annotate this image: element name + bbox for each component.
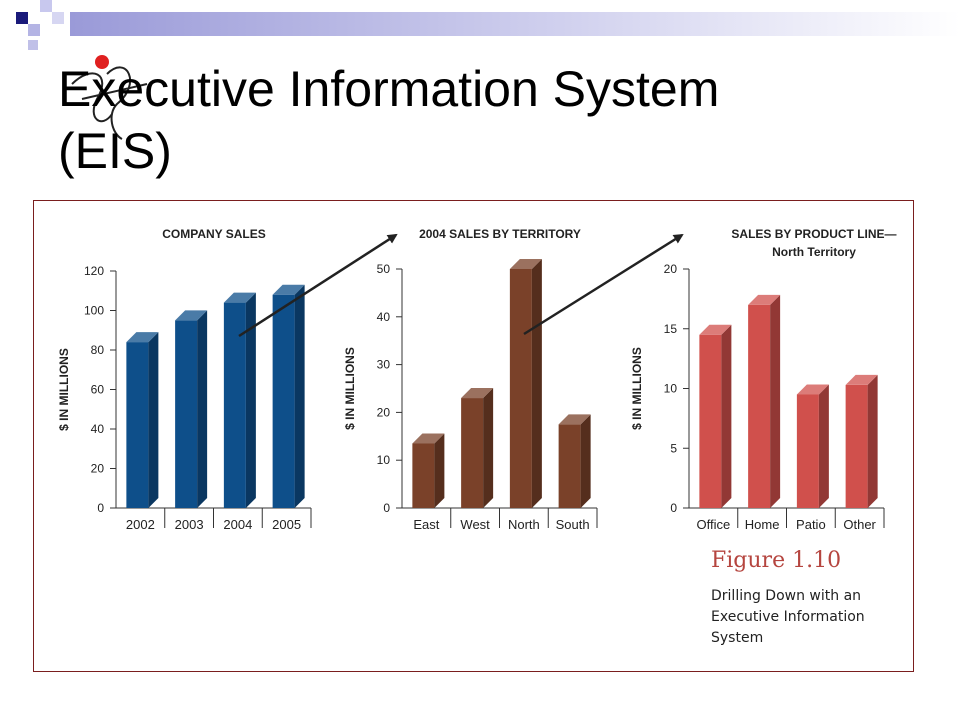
figure-caption-title: Figure 1.10 — [711, 548, 842, 573]
bar — [223, 302, 246, 508]
bar-top — [223, 292, 256, 303]
y-tick-label: 100 — [84, 304, 104, 318]
y-axis-label: $ IN MILLIONS — [57, 348, 71, 431]
logo-dot — [95, 55, 109, 69]
bar — [699, 334, 722, 508]
y-tick-label: 10 — [377, 453, 391, 467]
y-tick-label: 10 — [664, 382, 678, 396]
bar-side — [867, 374, 878, 508]
bar-side — [580, 414, 591, 508]
drill-down-arrow-1 — [238, 233, 398, 338]
slide-header-bar — [16, 0, 960, 50]
y-tick-label: 40 — [91, 422, 105, 436]
y-tick-label: 20 — [377, 405, 391, 419]
bar-top — [748, 294, 781, 305]
slide-title-line1: Executive Information System — [58, 61, 720, 117]
bar — [509, 269, 532, 508]
chart-1: COMPANY SALES $ IN MILLIONS 0 20 40 60 80 100 12… — [57, 227, 312, 532]
x-tick-label: East — [413, 517, 439, 532]
y-axis-label: $ IN MILLIONS — [343, 347, 357, 430]
x-tick-label: Home — [745, 517, 780, 532]
bar — [461, 398, 484, 508]
figure-caption-text: Drilling Down with an Executive Informat… — [711, 588, 865, 646]
bar-top — [461, 388, 494, 399]
bar — [796, 394, 819, 508]
y-tick-label: 20 — [91, 462, 105, 476]
y-tick-label: 0 — [670, 501, 677, 515]
chart-title: 2004 SALES BY TERRITORY — [419, 227, 581, 241]
chart-2: 2004 SALES BY TERRITORY $ IN MILLIONS 0 10 2… — [343, 227, 598, 532]
header-square-dark — [16, 12, 28, 24]
bar-top — [272, 284, 305, 295]
bar-top — [558, 414, 591, 425]
y-tick-label: 20 — [664, 262, 678, 276]
bar-side — [818, 384, 829, 508]
bar-side — [531, 259, 542, 508]
bar-side — [245, 292, 256, 508]
drill-down-charts: COMPANY SALES$ IN MILLIONS02040608010012… — [57, 227, 897, 532]
chart-title: COMPANY SALES — [162, 227, 266, 241]
header-square-light — [40, 0, 52, 12]
y-tick-label: 80 — [91, 343, 105, 357]
chart-title: SALES BY PRODUCT LINE— — [731, 227, 896, 241]
bar-side — [197, 310, 208, 508]
x-tick-label: West — [460, 517, 490, 532]
x-tick-label: Office — [697, 517, 731, 532]
bar-top — [796, 384, 829, 395]
bar-side — [294, 284, 305, 508]
x-tick-label: North — [508, 517, 540, 532]
y-tick-label: 5 — [670, 441, 677, 455]
bar — [845, 384, 868, 508]
y-tick-label: 0 — [383, 501, 390, 515]
y-tick-label: 40 — [377, 310, 391, 324]
bar — [272, 294, 295, 508]
bar — [558, 424, 581, 508]
bar — [748, 304, 771, 508]
bar — [175, 320, 198, 508]
bar-top — [509, 259, 542, 269]
x-tick-label: South — [556, 517, 590, 532]
x-tick-label: 2002 — [126, 517, 155, 532]
bar-top — [175, 310, 208, 321]
y-tick-label: 50 — [377, 262, 391, 276]
bar-side — [483, 388, 494, 508]
bar-side — [721, 324, 732, 508]
y-tick-label: 60 — [91, 383, 105, 397]
x-tick-label: 2003 — [175, 517, 204, 532]
y-tick-label: 15 — [664, 322, 678, 336]
y-tick-label: 0 — [97, 501, 104, 515]
x-tick-label: 2004 — [223, 517, 252, 532]
bar — [412, 443, 435, 508]
figure-frame: COMPANY SALES $ IN MILLIONS 0 20 40 60 80 100 12… — [33, 200, 914, 672]
bar-side — [148, 332, 159, 508]
bar-side — [770, 294, 781, 508]
y-axis-label: $ IN MILLIONS — [630, 347, 644, 430]
chart-subtitle: North Territory — [772, 245, 856, 259]
bar-side — [434, 433, 445, 508]
x-tick-label: Patio — [796, 517, 826, 532]
chart-3: SALES BY PRODUCT LINE— North Territory $ I… — [630, 227, 897, 532]
drill-down-arrow-2 — [523, 233, 684, 336]
bar-top — [412, 433, 445, 444]
slide-title: Executive Information System (EIS) — [58, 58, 719, 182]
bar-top — [699, 324, 732, 335]
bar — [126, 342, 149, 508]
y-tick-label: 120 — [84, 264, 104, 278]
script-logo — [71, 55, 148, 140]
bar-top — [845, 374, 878, 385]
bar-top — [126, 332, 159, 343]
x-tick-label: 2005 — [272, 517, 301, 532]
slide-title-line2: (EIS) — [58, 123, 172, 179]
y-tick-label: 30 — [377, 358, 391, 372]
x-tick-label: Other — [843, 517, 876, 532]
